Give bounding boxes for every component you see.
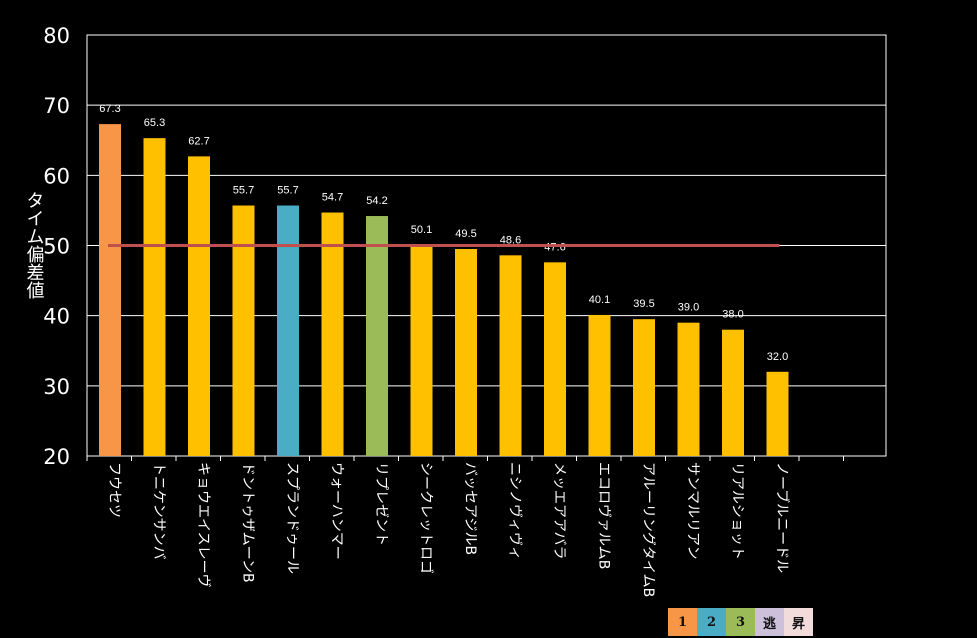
x-tick-label: ウォーハンマー <box>329 462 345 560</box>
y-tick-label: 20 <box>43 445 70 469</box>
data-label: 67.3 <box>99 103 120 115</box>
data-label: 40.1 <box>589 294 610 306</box>
bar <box>722 329 744 456</box>
bar <box>321 212 344 456</box>
data-label: 50.1 <box>411 224 432 236</box>
data-label: 55.7 <box>277 185 298 197</box>
legend-chip: 2 <box>697 608 726 636</box>
legend-chip: 逃 <box>755 608 784 636</box>
bar <box>232 205 255 456</box>
x-tick-label: サンマルリアン <box>685 462 701 559</box>
x-tick-label: ニシノヴィヴィ <box>507 462 524 560</box>
bar <box>188 156 210 456</box>
y-tick-label: 50 <box>43 235 70 259</box>
y-axis-label: タイム偏差値 <box>24 191 45 299</box>
bar <box>677 322 700 456</box>
x-tick-label: シークレットロゴ <box>418 462 435 574</box>
bar <box>455 249 477 456</box>
data-label: 54.2 <box>366 195 387 207</box>
x-tick-label: リアルショット <box>729 462 745 560</box>
x-tick-label: キョウエイスレーヴ <box>195 462 212 588</box>
y-tick-label: 60 <box>43 164 70 188</box>
y-tick-label: 70 <box>43 94 70 118</box>
data-label: 54.7 <box>322 192 343 204</box>
bar <box>588 314 611 456</box>
x-tick-label: リプレゼント <box>373 462 389 546</box>
data-label: 32.0 <box>767 351 788 363</box>
data-label: 65.3 <box>144 117 165 129</box>
data-label: 47.6 <box>544 241 565 253</box>
data-label: 39.0 <box>678 302 699 314</box>
x-tick-label: バッセアジルB <box>462 462 478 555</box>
data-label: 55.7 <box>233 185 254 197</box>
legend-chip: 1 <box>668 608 697 636</box>
data-label: 48.6 <box>500 234 521 246</box>
x-tick-label: ノーブルニードル <box>774 462 791 573</box>
x-tick-label: スプランドゥール <box>284 462 300 574</box>
x-tick-label: フウセツ <box>106 462 122 518</box>
data-label: 49.5 <box>455 228 476 240</box>
bar <box>410 244 433 456</box>
bar <box>143 138 166 456</box>
bar <box>99 124 121 456</box>
bar <box>499 255 522 456</box>
bar <box>277 205 299 456</box>
x-tick-label: トニケンサンバ <box>151 462 167 560</box>
bar <box>766 371 789 456</box>
x-tick-label: エコロヴァルムB <box>596 462 613 569</box>
y-tick-label: 30 <box>43 375 70 399</box>
x-tick-label: ドントゥザムーンB <box>240 462 256 583</box>
data-label: 39.5 <box>633 298 654 310</box>
data-label: 38.0 <box>722 309 743 321</box>
data-label: 62.7 <box>188 135 209 147</box>
y-tick-label: 80 <box>43 24 70 48</box>
legend-chip: 3 <box>726 608 755 636</box>
bar <box>366 216 388 456</box>
y-tick-label: 40 <box>43 305 70 329</box>
x-tick-label: アルーリングタイムB <box>640 462 656 597</box>
x-tick-label: メッエアアバラ <box>551 462 567 559</box>
bar <box>544 262 566 456</box>
legend-chip: 昇 <box>784 608 813 636</box>
bar <box>633 319 655 456</box>
